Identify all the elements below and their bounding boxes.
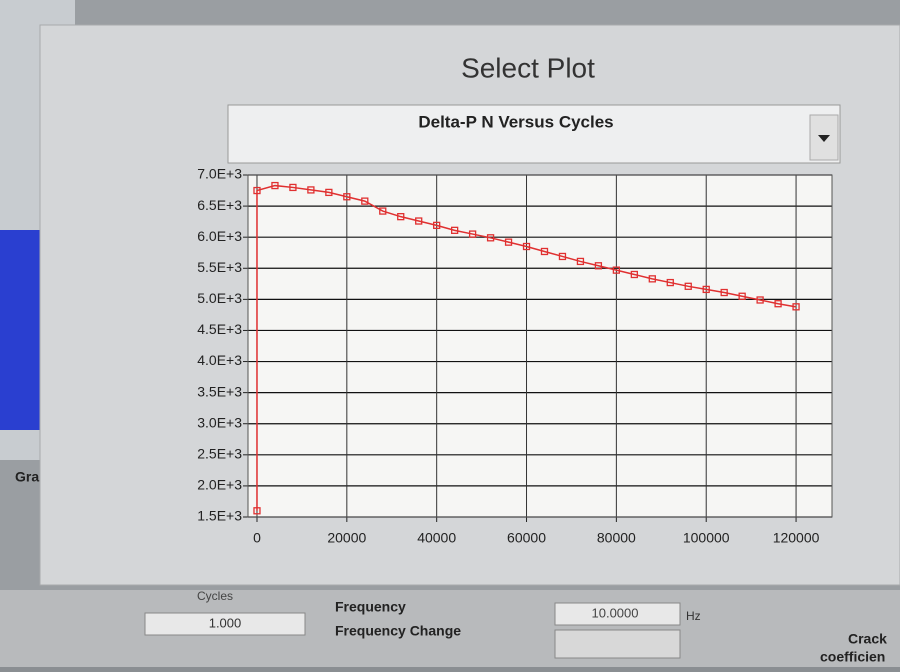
y-tick-label: 2.0E+3 <box>197 477 242 493</box>
data-marker <box>486 234 495 242</box>
x-tick-label: 80000 <box>597 530 636 546</box>
data-marker <box>774 300 782 308</box>
data-marker <box>504 238 513 246</box>
y-tick-label: 5.0E+3 <box>197 290 242 306</box>
frequency-unit: Hz <box>686 609 701 623</box>
y-tick-label: 4.5E+3 <box>197 321 242 337</box>
crack-label: Crack <box>848 631 887 647</box>
data-marker <box>612 266 621 274</box>
y-tick-label: 2.5E+3 <box>197 446 242 462</box>
y-tick-label: 3.0E+3 <box>197 414 242 430</box>
data-marker <box>720 288 728 297</box>
data-marker <box>738 292 746 300</box>
cycles-label: Cycles <box>197 589 233 603</box>
frequency-input[interactable] <box>554 602 681 626</box>
frequency-label: Frequency <box>335 599 406 615</box>
data-marker <box>343 193 351 201</box>
data-marker <box>397 213 405 221</box>
data-marker <box>540 247 549 256</box>
x-tick-label: 120000 <box>773 530 820 546</box>
dropdown-text[interactable]: Delta-P N Versus Cycles <box>418 112 613 131</box>
data-marker <box>558 252 567 261</box>
data-marker <box>792 303 800 311</box>
data-marker <box>450 226 459 234</box>
x-tick-label: 40000 <box>417 530 456 546</box>
data-marker <box>307 186 315 194</box>
data-marker <box>415 217 423 225</box>
dialog-title: Select Plot <box>461 52 595 83</box>
y-tick-label: 5.5E+3 <box>197 259 242 275</box>
plot-border <box>247 174 833 518</box>
data-marker <box>702 285 710 294</box>
data-marker <box>289 183 297 192</box>
y-tick-label: 1.5E+3 <box>197 508 242 524</box>
cycles-value[interactable]: 1.000 <box>209 615 242 630</box>
x-tick-label: 20000 <box>327 530 366 546</box>
data-marker <box>253 507 261 515</box>
frequency-change-label: Frequency Change <box>335 623 461 639</box>
y-tick-label: 4.0E+3 <box>197 352 242 368</box>
dropdown-arrow <box>818 135 830 142</box>
change-button[interactable] <box>554 629 681 659</box>
plot-dropdown[interactable] <box>227 104 841 164</box>
data-marker <box>648 275 656 283</box>
data-marker <box>756 296 764 304</box>
data-marker <box>271 181 279 190</box>
coefficient-label: coefficien <box>820 649 885 665</box>
y-tick-label: 6.5E+3 <box>197 197 242 213</box>
cycles-input[interactable] <box>144 612 306 636</box>
plot-area <box>248 175 832 517</box>
data-marker <box>666 278 674 287</box>
data-marker <box>361 197 369 205</box>
data-marker <box>684 282 692 290</box>
chart: 1.5E+3 2.0E+3 2.5E+3 3.0E+3 3.5E+3 4.0E+3 4.5E… <box>197 166 833 546</box>
x-tick-label: 60000 <box>507 530 546 546</box>
y-tick-label: 6.0E+3 <box>197 228 242 244</box>
x-tick-label: 0 <box>253 530 261 546</box>
data-marker <box>576 257 585 266</box>
data-marker <box>630 270 638 279</box>
data-marker <box>253 186 261 195</box>
y-tick-label: 3.5E+3 <box>197 383 242 399</box>
y-tick-label: 7.0E+3 <box>197 166 242 182</box>
data-marker <box>468 230 477 238</box>
data-marker <box>379 207 387 215</box>
frequency-value[interactable]: 10.0000 <box>592 605 639 620</box>
data-marker <box>433 221 441 230</box>
data-marker <box>522 242 531 251</box>
data-marker <box>594 262 603 270</box>
x-tick-label: 100000 <box>683 530 730 546</box>
data-marker <box>325 188 333 197</box>
